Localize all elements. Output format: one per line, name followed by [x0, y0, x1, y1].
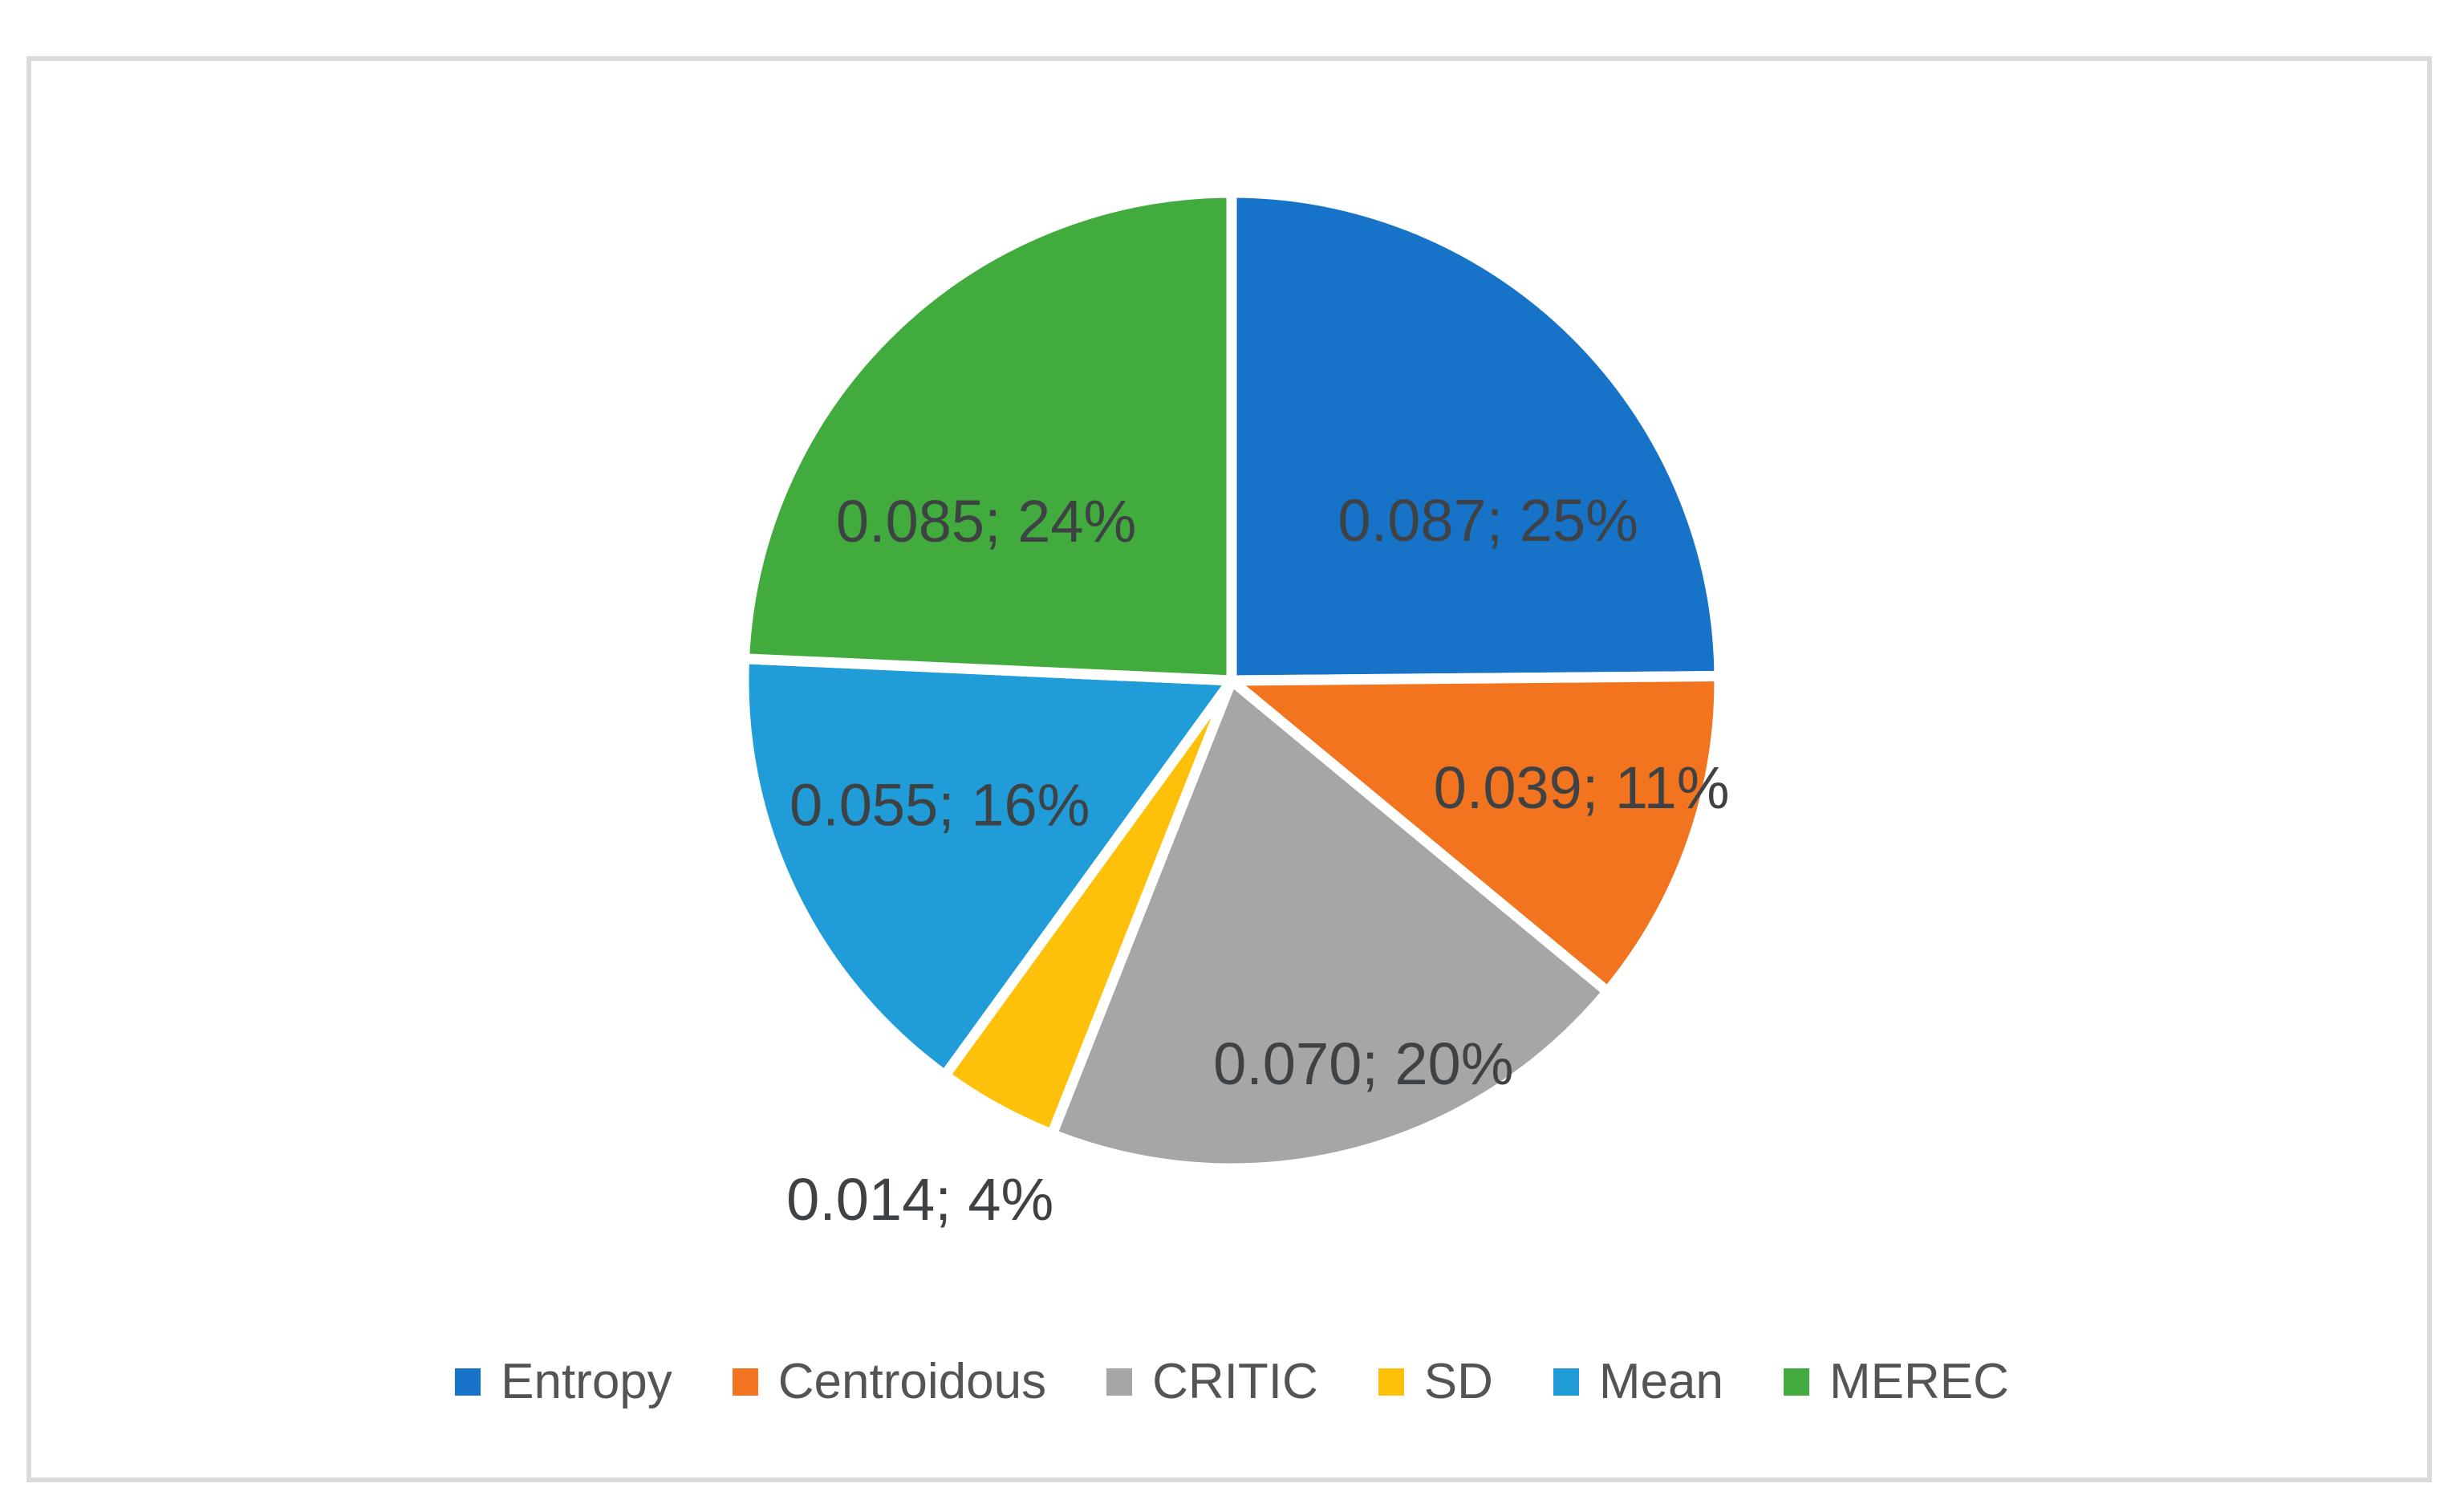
data-label-centroidous: 0.039; 11%	[1434, 754, 1730, 821]
pie-slice-entropy	[1226, 187, 1725, 686]
legend-label: Centroidous	[777, 1354, 1047, 1409]
legend-item-mean: Mean	[1553, 1353, 1723, 1410]
legend-swatch-icon	[1378, 1368, 1404, 1396]
legend: Entropy Centroidous CRITIC SD Mean MEREC	[0, 1353, 2464, 1410]
legend-swatch-icon	[1553, 1368, 1579, 1396]
data-label-merec: 0.085; 24%	[836, 488, 1136, 555]
data-label-mean: 0.055; 16%	[790, 771, 1090, 838]
legend-label: SD	[1423, 1354, 1493, 1409]
legend-label: CRITIC	[1152, 1354, 1318, 1409]
data-label-entropy: 0.087; 25%	[1338, 487, 1638, 554]
data-label-critic: 0.070; 20%	[1213, 1030, 1513, 1097]
legend-item-critic: CRITIC	[1106, 1353, 1318, 1410]
pie-slice-centroidous	[1226, 671, 1725, 998]
legend-label: Entropy	[501, 1354, 672, 1409]
legend-swatch-icon	[455, 1368, 481, 1396]
legend-swatch-icon	[1106, 1368, 1133, 1396]
pie-slice-critic	[1046, 675, 1613, 1174]
legend-item-sd: SD	[1378, 1353, 1493, 1410]
pie-data-labels: 0.087; 25% 0.039; 11% 0.070; 20% 0.014; 4% 0…	[786, 487, 1729, 1233]
pie-slice-merec	[739, 187, 1237, 686]
pie-chart	[738, 187, 1725, 1174]
legend-item-merec: MEREC	[1783, 1353, 2009, 1410]
legend-label: Mean	[1598, 1354, 1723, 1409]
legend-item-entropy: Entropy	[455, 1353, 672, 1410]
data-label-sd: 0.014; 4%	[786, 1166, 1053, 1233]
legend-item-centroidous: Centroidous	[732, 1353, 1047, 1410]
legend-label: MEREC	[1829, 1354, 2009, 1409]
legend-swatch-icon	[1783, 1368, 1809, 1396]
legend-swatch-icon	[732, 1368, 758, 1396]
pie-slice-mean	[738, 653, 1237, 1081]
